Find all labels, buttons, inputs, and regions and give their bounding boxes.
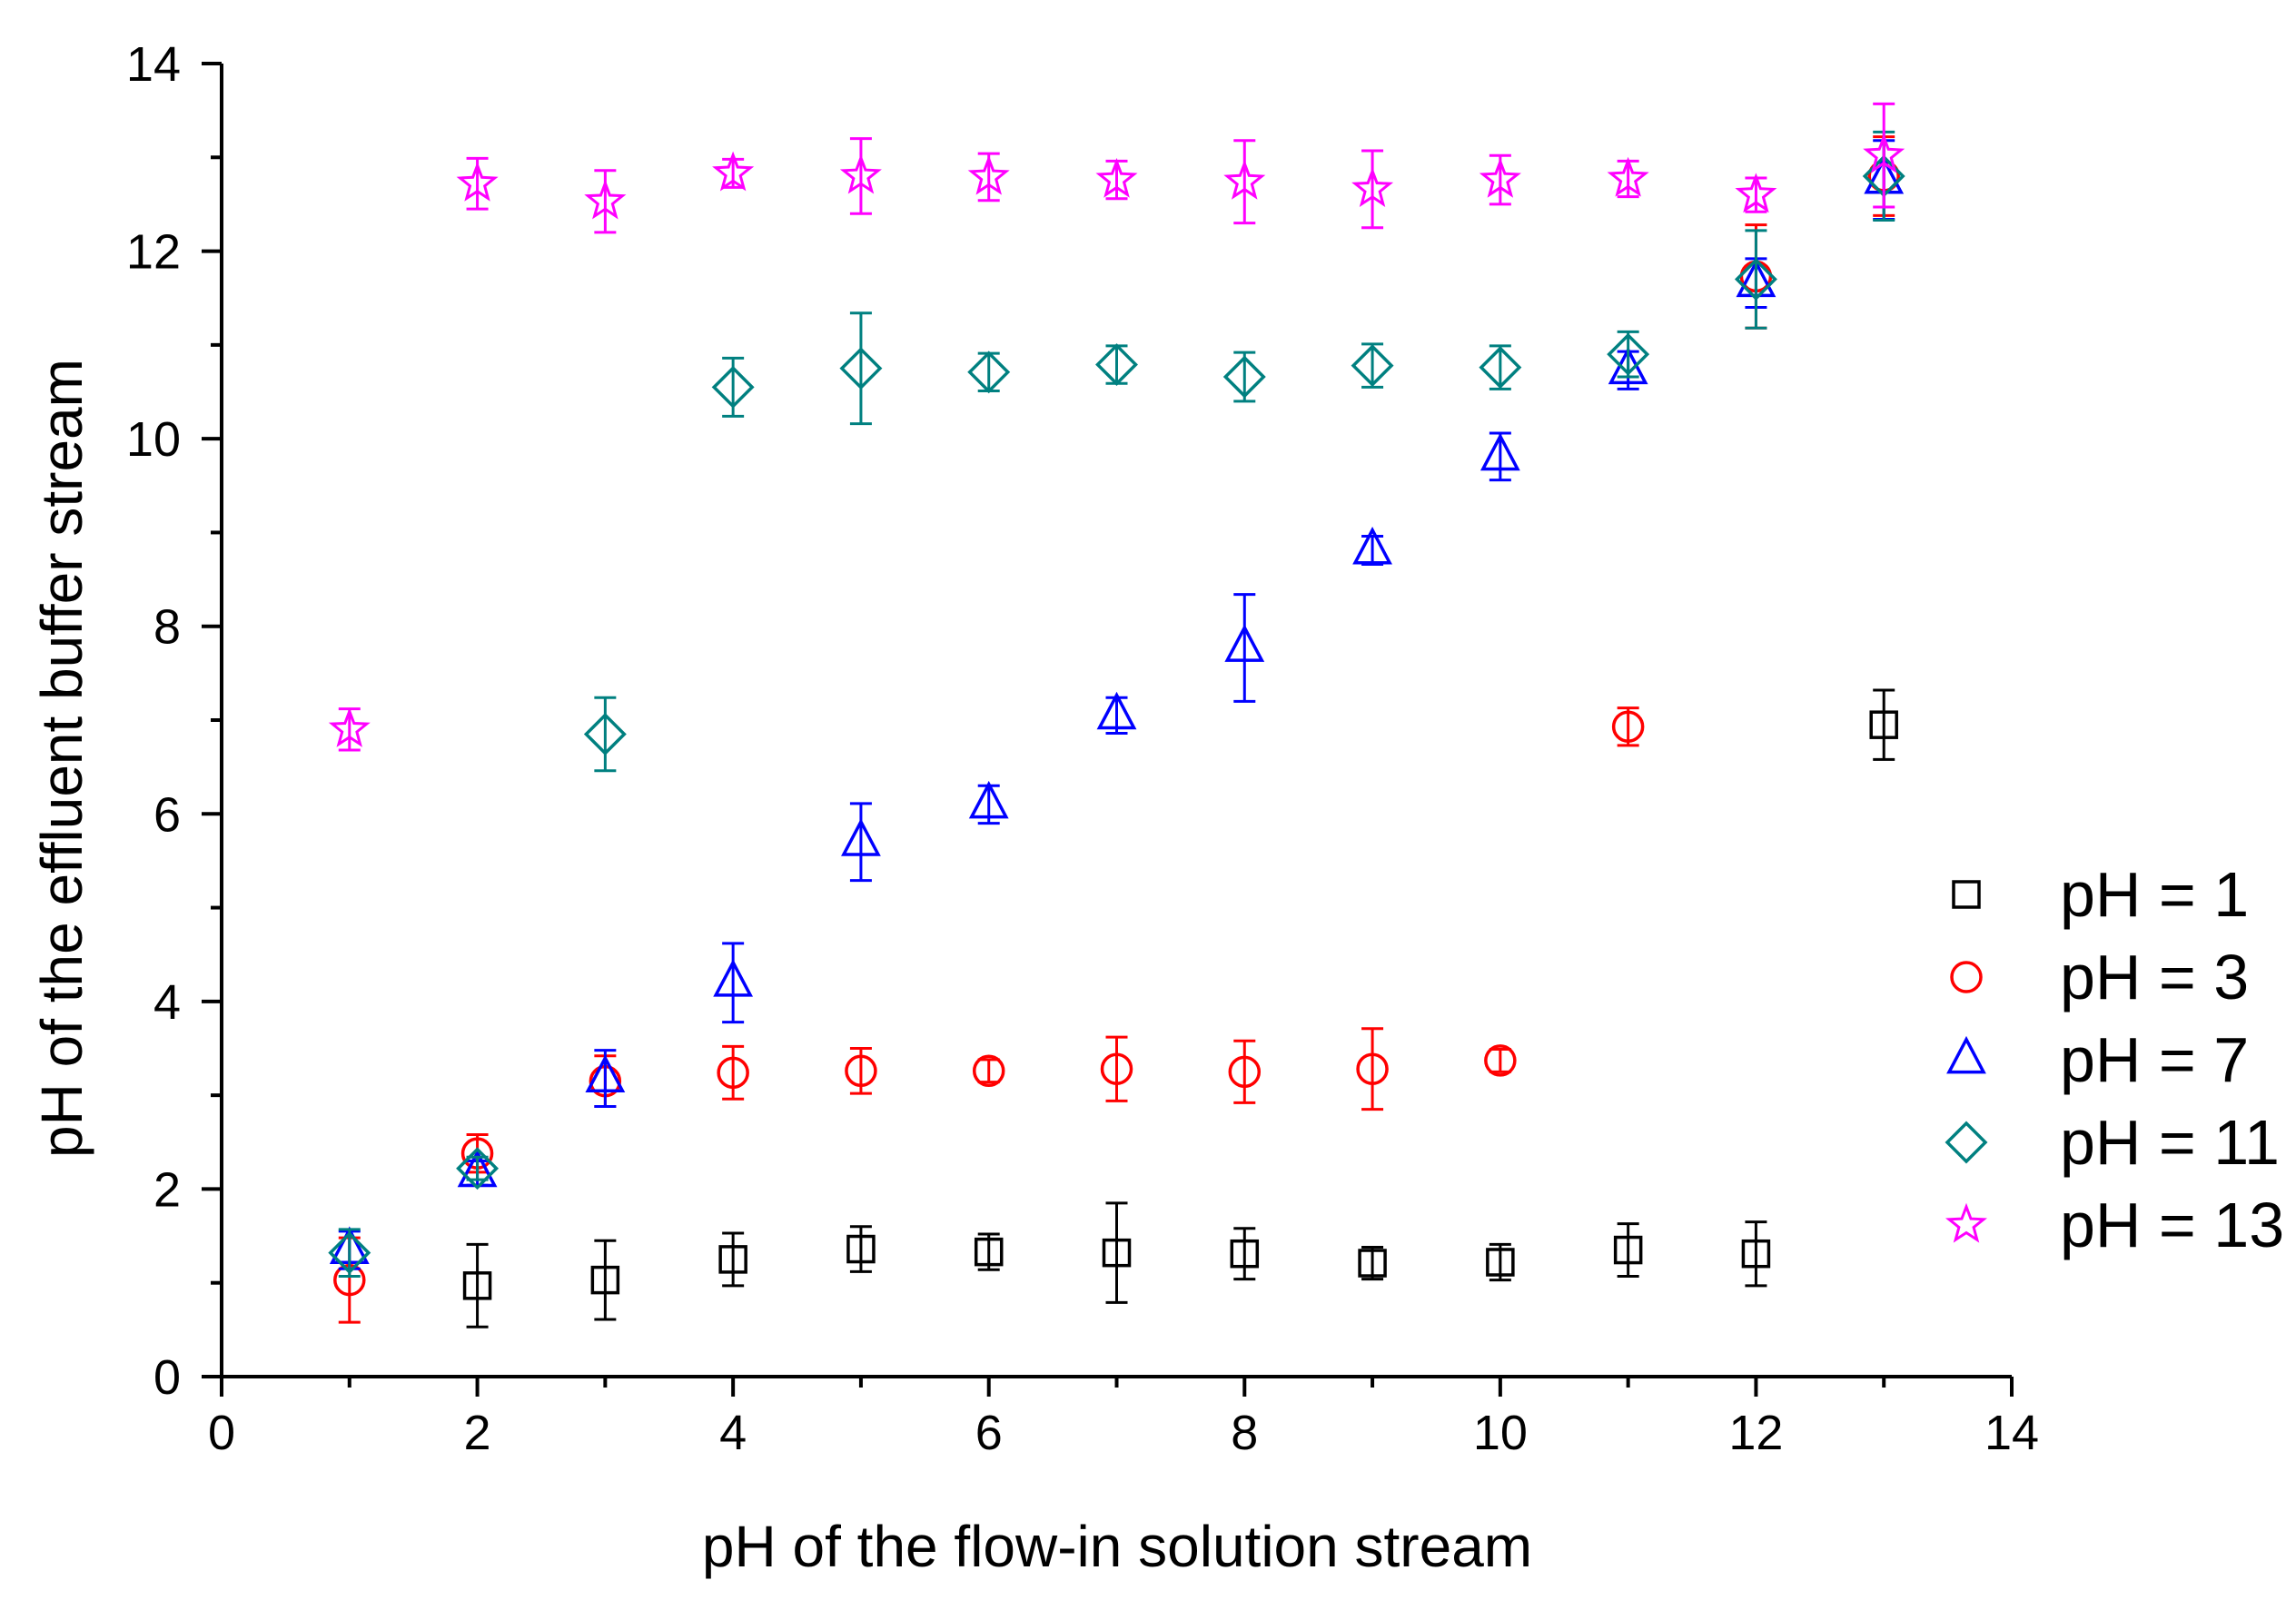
data-point	[328, 707, 371, 747]
data-point	[967, 351, 1011, 394]
data-point	[1741, 1239, 1771, 1269]
data-point	[1863, 133, 1905, 173]
data-point	[1735, 173, 1777, 213]
series-diamond	[328, 130, 1905, 1278]
data-point	[1611, 710, 1645, 743]
legend-label: pH = 11	[2060, 1107, 2280, 1178]
legend-marker	[1945, 1121, 1988, 1164]
ticks: 0 2 4 6 8 10 12 14 0 2 4 6 8 10 12 14	[126, 37, 2039, 1460]
series-star	[328, 102, 1905, 752]
data-point	[972, 1054, 1005, 1088]
data-point	[1095, 157, 1138, 198]
x-axis-title: pH of the flow-in solution stream	[702, 1514, 1532, 1579]
data-point	[1230, 1239, 1260, 1269]
legend-marker	[1946, 1035, 1986, 1074]
data-point	[328, 1231, 371, 1275]
data-point	[585, 1054, 626, 1092]
data-point	[839, 347, 883, 390]
data-point	[1356, 1052, 1389, 1085]
data-point	[718, 1245, 747, 1274]
data-point	[1358, 1249, 1387, 1278]
data-point	[839, 153, 882, 194]
y-tick-label: 10	[126, 412, 181, 467]
y-tick-label: 0	[153, 1350, 181, 1405]
data-point	[1607, 156, 1649, 197]
data-point	[717, 1056, 749, 1090]
data-point	[1100, 1052, 1133, 1085]
legend-label: pH = 3	[2060, 942, 2249, 1012]
x-tick-label: 6	[975, 1406, 1003, 1460]
data-point	[1479, 346, 1522, 390]
legend-label: pH = 13	[2060, 1190, 2284, 1260]
data-point	[974, 1237, 1004, 1267]
x-tick-label: 14	[1984, 1406, 2039, 1460]
data-point	[845, 1054, 877, 1088]
data-point	[1486, 1248, 1515, 1277]
series-square	[462, 688, 1898, 1328]
data-point	[1102, 1238, 1132, 1268]
data-point	[584, 179, 627, 220]
legend-label: pH = 7	[2060, 1024, 2249, 1095]
data-point	[1869, 710, 1898, 739]
data-point	[968, 780, 1009, 819]
data-point	[1351, 167, 1394, 208]
data-point	[456, 161, 499, 202]
data-point	[1479, 157, 1521, 198]
legend-marker	[1952, 880, 1981, 909]
data-point	[841, 818, 881, 856]
data-point	[713, 959, 754, 997]
y-tick-label: 6	[153, 787, 181, 842]
x-tick-label: 2	[464, 1406, 491, 1460]
data-point	[1480, 432, 1520, 471]
data-point	[1613, 1235, 1643, 1265]
y-tick-label: 2	[153, 1162, 181, 1217]
legend-marker	[1950, 961, 1983, 993]
data-point	[1095, 343, 1138, 387]
data-point	[1484, 1044, 1517, 1077]
y-tick-label: 14	[126, 37, 181, 92]
x-tick-label: 0	[208, 1406, 235, 1460]
data-series	[328, 102, 1905, 1328]
y-axis-title: pH of the effluent buffer stream	[29, 359, 94, 1158]
data-point	[1352, 526, 1392, 565]
x-tick-label: 10	[1473, 1406, 1528, 1460]
y-tick-label: 8	[153, 600, 181, 655]
data-point	[967, 154, 1010, 195]
data-point	[1223, 159, 1266, 200]
data-point	[712, 151, 755, 192]
data-point	[1351, 344, 1394, 388]
data-point	[583, 713, 627, 756]
data-point	[1228, 1055, 1262, 1089]
legend-marker	[1945, 1202, 1988, 1243]
data-point	[456, 1147, 500, 1190]
x-tick-label: 8	[1231, 1406, 1258, 1460]
data-point	[590, 1265, 620, 1295]
x-tick-label: 4	[719, 1406, 747, 1460]
legend-label: pH = 1	[2060, 859, 2249, 930]
data-point	[1096, 691, 1137, 730]
data-point	[1734, 258, 1777, 301]
legend: pH = 1 pH = 3 pH = 7 pH = 11 pH = 13	[1945, 859, 2284, 1260]
data-point	[711, 365, 755, 409]
data-point	[1222, 355, 1266, 399]
y-tick-label: 12	[126, 225, 181, 280]
data-point	[1607, 332, 1650, 376]
y-tick-label: 4	[153, 975, 181, 1030]
data-point	[1224, 624, 1265, 662]
data-point	[462, 1271, 492, 1300]
data-point	[846, 1234, 876, 1264]
x-tick-label: 12	[1728, 1406, 1783, 1460]
